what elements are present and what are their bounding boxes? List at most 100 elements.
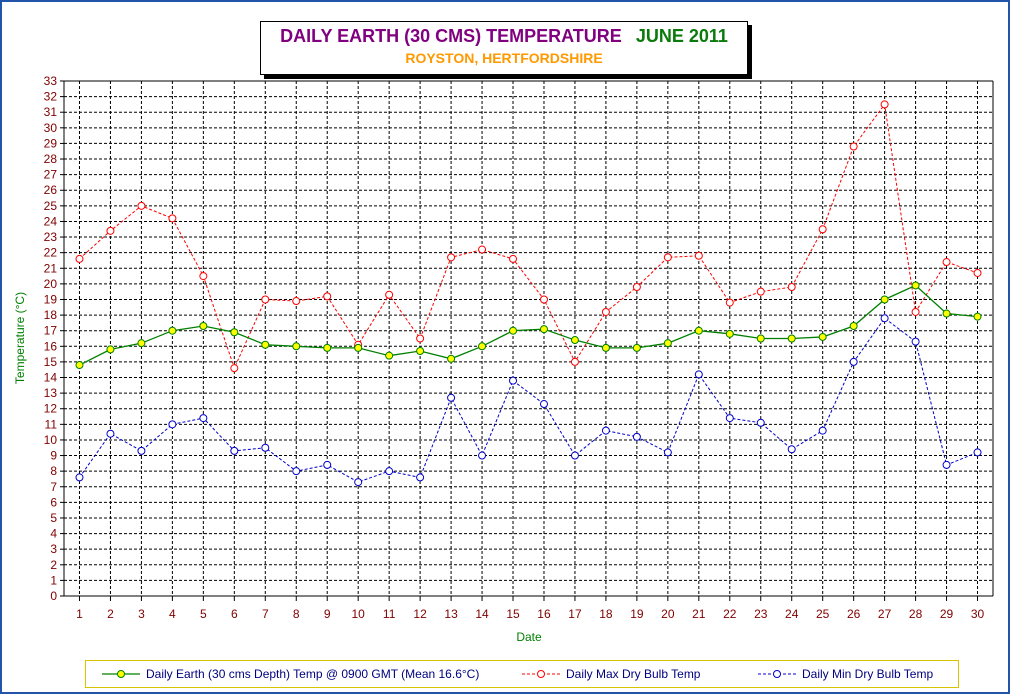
data-point (880, 295, 889, 304)
y-tick-label: 26 (44, 183, 58, 197)
data-point (570, 451, 579, 460)
chart-title: DAILY EARTH (30 CMS) TEMPERATURE (280, 26, 622, 46)
x-tick-label: 21 (692, 607, 706, 621)
plot-area (64, 81, 993, 596)
data-point (478, 342, 487, 351)
data-point (942, 460, 951, 469)
data-point (106, 345, 115, 354)
data-point (601, 343, 610, 352)
x-tick-label: 29 (940, 607, 954, 621)
y-tick-label: 15 (44, 355, 58, 369)
data-point (539, 295, 548, 304)
x-tick-label: 16 (537, 607, 551, 621)
data-point (385, 467, 394, 476)
chart-title-period: JUNE 2011 (635, 26, 728, 46)
data-point (880, 100, 889, 109)
data-point (818, 332, 827, 341)
y-tick-label: 14 (44, 371, 58, 385)
y-tick-label: 10 (44, 433, 58, 447)
y-tick-label: 25 (44, 199, 58, 213)
x-tick-label: 8 (293, 607, 300, 621)
y-tick-label: 8 (50, 464, 57, 478)
y-tick-label: 4 (50, 527, 57, 541)
data-point (880, 314, 889, 323)
legend: Daily Earth (30 cms Depth) Temp @ 0900 G… (85, 660, 959, 688)
y-tick-label: 7 (50, 480, 57, 494)
y-tick-label: 6 (50, 495, 57, 509)
data-point (385, 351, 394, 360)
data-point (416, 346, 425, 355)
data-point (354, 478, 363, 487)
data-point (911, 337, 920, 346)
y-tick-label: 13 (44, 386, 58, 400)
data-point (818, 225, 827, 234)
series-0 (75, 281, 982, 370)
x-tick-label: 14 (475, 607, 489, 621)
data-point (973, 312, 982, 321)
data-point (787, 283, 796, 291)
x-tick-label: 11 (383, 607, 396, 621)
data-point (911, 307, 920, 316)
data-point (447, 253, 456, 262)
data-point (323, 343, 332, 352)
series-line-1 (79, 103, 978, 370)
data-point (818, 426, 827, 435)
y-tick-label: 31 (44, 105, 58, 119)
series-1 (75, 100, 982, 373)
x-tick-label: 17 (568, 607, 582, 621)
data-point (973, 268, 982, 277)
y-tick-label: 0 (50, 589, 57, 603)
data-point (106, 226, 115, 235)
data-point (168, 214, 177, 223)
data-point (694, 251, 703, 260)
data-point (478, 451, 487, 460)
data-point (292, 342, 301, 351)
chart-subtitle: ROYSTON, HERTFORDSHIRE (405, 50, 603, 66)
data-point (168, 420, 177, 429)
y-tick-label: 18 (44, 308, 58, 322)
data-point (323, 292, 332, 301)
y-tick-label: 3 (50, 542, 57, 556)
data-point (601, 307, 610, 316)
data-point (385, 290, 394, 299)
x-tick-label: 27 (878, 607, 892, 621)
x-tick-label: 22 (723, 607, 737, 621)
series-2 (75, 314, 982, 487)
data-point (911, 281, 920, 290)
x-tick-label: 7 (262, 607, 269, 621)
data-point (447, 393, 456, 402)
data-point (75, 361, 84, 370)
y-tick-label: 23 (44, 230, 58, 244)
data-point (849, 142, 858, 151)
y-tick-label: 20 (44, 277, 58, 291)
x-tick-label: 18 (599, 607, 613, 621)
x-tick-label: 9 (324, 607, 331, 621)
y-tick-label: 17 (44, 324, 58, 338)
x-tick-label: 6 (231, 607, 238, 621)
data-point (106, 429, 115, 438)
data-point (137, 339, 146, 348)
data-point (756, 334, 765, 343)
data-point (787, 334, 796, 343)
x-tick-label: 4 (169, 607, 176, 621)
y-tick-label: 5 (50, 511, 57, 525)
data-point (601, 426, 610, 435)
data-point (168, 326, 177, 335)
data-point (199, 272, 208, 281)
data-point (292, 467, 301, 476)
legend-item-earth: Daily Earth (30 cms Depth) Temp @ 0900 G… (100, 661, 479, 687)
y-tick-label: 21 (44, 261, 58, 275)
data-point (292, 297, 301, 306)
data-point (756, 287, 765, 296)
data-point (942, 258, 951, 267)
legend-label-min: Daily Min Dry Bulb Temp (802, 667, 934, 681)
data-point (663, 448, 672, 457)
data-point (973, 448, 982, 457)
data-point (261, 340, 270, 349)
x-tick-label: 28 (909, 607, 923, 621)
data-point (199, 322, 208, 331)
data-point (570, 336, 579, 345)
y-tick-label: 16 (44, 339, 58, 353)
x-tick-label: 20 (661, 607, 675, 621)
